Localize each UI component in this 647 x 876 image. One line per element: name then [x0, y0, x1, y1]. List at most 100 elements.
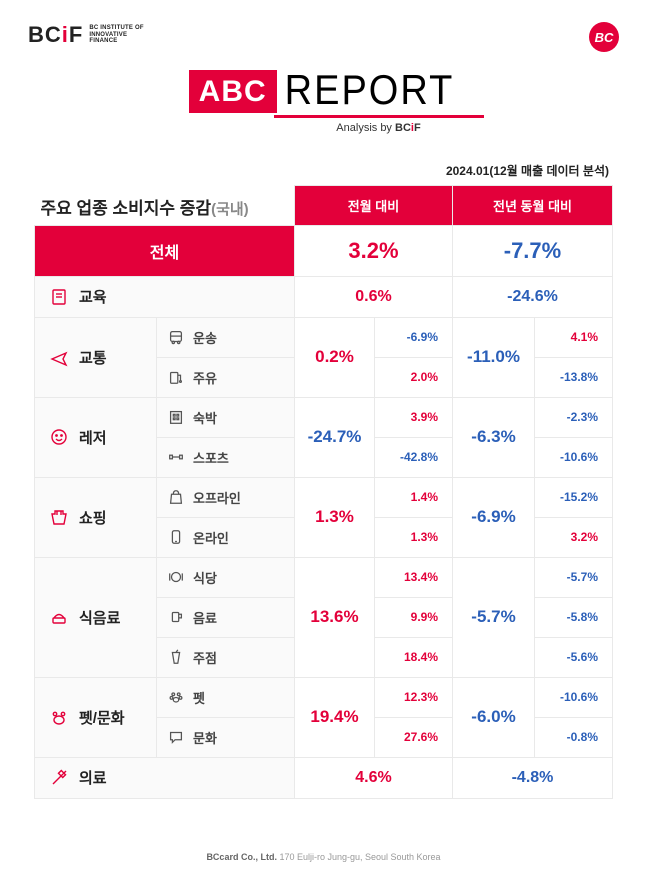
- sub-label: 펫: [193, 688, 205, 707]
- bag-icon: [167, 488, 185, 506]
- sub-cell: 펫: [157, 677, 295, 717]
- bcif-logo: BCiF BC INSTITUTE OF INNOVATIVE FINANCE: [28, 22, 144, 48]
- sub-cell: 음료: [157, 597, 295, 637]
- sub-yoy: 3.2%: [535, 517, 613, 557]
- category-cell: 쇼핑: [35, 477, 157, 557]
- sub-mom: -42.8%: [375, 437, 453, 477]
- category-label: 교육: [79, 286, 107, 307]
- report-text: REPORT: [285, 68, 459, 115]
- dumbbell-icon: [167, 448, 185, 466]
- food-icon: [49, 607, 69, 627]
- category-cell: 레저: [35, 397, 157, 477]
- sub-cell: 운송: [157, 317, 295, 357]
- bcif-wordmark: BCiF: [28, 22, 83, 48]
- category-yoy: -4.8%: [453, 757, 613, 798]
- date-line: 2024.01(12월 매출 데이터 분석): [0, 134, 647, 179]
- sub-row: 펫/문화펫19.4%12.3%-6.0%-10.6%: [35, 677, 613, 717]
- sub-row: 레저숙박-24.7%3.9%-6.3%-2.3%: [35, 397, 613, 437]
- drink-icon: [167, 648, 185, 666]
- analysis-byline: Analysis by BCiF: [336, 122, 420, 134]
- category-row: 교육 0.6% -24.6%: [35, 276, 613, 317]
- smile-icon: [49, 427, 69, 447]
- sub-yoy: -13.8%: [535, 357, 613, 397]
- sub-yoy: -2.3%: [535, 397, 613, 437]
- mobile-icon: [167, 528, 185, 546]
- header-mom: 전월 대비: [295, 186, 453, 226]
- category-yoy: -6.0%: [453, 677, 535, 757]
- sub-cell: 식당: [157, 557, 295, 597]
- category-yoy: -11.0%: [453, 317, 535, 397]
- category-mom: 13.6%: [295, 557, 375, 677]
- sub-cell: 오프라인: [157, 477, 295, 517]
- sub-label: 숙박: [193, 408, 217, 427]
- category-yoy: -5.7%: [453, 557, 535, 677]
- sub-mom: 13.4%: [375, 557, 453, 597]
- fuel-icon: [167, 368, 185, 386]
- sub-row: 쇼핑오프라인1.3%1.4%-6.9%-15.2%: [35, 477, 613, 517]
- category-cell: 의료: [35, 757, 295, 798]
- bcif-i: i: [62, 22, 69, 47]
- header-bar: BCiF BC INSTITUTE OF INNOVATIVE FINANCE …: [0, 0, 647, 52]
- abc-box: ABC: [189, 70, 277, 113]
- header-left: 주요 업종 소비지수 증감(국내): [35, 186, 295, 226]
- category-cell: 펫/문화: [35, 677, 157, 757]
- category-cell: 교통: [35, 317, 157, 397]
- sub-row: 식음료식당13.6%13.4%-5.7%-5.7%: [35, 557, 613, 597]
- bcif-f: F: [69, 22, 83, 47]
- sub-label: 음료: [193, 608, 217, 627]
- footer: BCcard Co., Ltd. 170 Eulji-ro Jung-gu, S…: [0, 852, 647, 862]
- sub-mom: 3.9%: [375, 397, 453, 437]
- total-mom: 3.2%: [295, 225, 453, 276]
- sub-mom: 9.9%: [375, 597, 453, 637]
- category-cell: 교육: [35, 276, 295, 317]
- sub-cell: 주점: [157, 637, 295, 677]
- sub-label: 스포츠: [193, 448, 229, 467]
- paw-icon: [167, 688, 185, 706]
- sub-mom: 1.3%: [375, 517, 453, 557]
- sub-mom: 12.3%: [375, 677, 453, 717]
- category-yoy: -24.6%: [453, 276, 613, 317]
- data-table: 주요 업종 소비지수 증감(국내) 전월 대비 전년 동월 대비 전체 3.2%…: [34, 185, 613, 799]
- sub-cell: 문화: [157, 717, 295, 757]
- sub-yoy: -0.8%: [535, 717, 613, 757]
- sub-cell: 주유: [157, 357, 295, 397]
- category-row: 의료 4.6% -4.8%: [35, 757, 613, 798]
- category-mom: 4.6%: [295, 757, 453, 798]
- sub-yoy: -15.2%: [535, 477, 613, 517]
- sub-mom: -6.9%: [375, 317, 453, 357]
- category-label: 레저: [79, 427, 107, 448]
- abc-report-title: ABC REPORT: [189, 70, 459, 113]
- sub-label: 운송: [193, 328, 217, 347]
- hotel-icon: [167, 408, 185, 426]
- cup-icon: [167, 608, 185, 626]
- category-yoy: -6.9%: [453, 477, 535, 557]
- category-mom: 0.6%: [295, 276, 453, 317]
- sub-yoy: -5.6%: [535, 637, 613, 677]
- total-yoy: -7.7%: [453, 225, 613, 276]
- category-label: 교통: [79, 347, 107, 368]
- title-block: ABC REPORT Analysis by BCiF: [0, 70, 647, 134]
- category-label: 의료: [79, 767, 107, 788]
- sub-yoy: 4.1%: [535, 317, 613, 357]
- category-mom: -24.7%: [295, 397, 375, 477]
- sub-cell: 온라인: [157, 517, 295, 557]
- footer-company: BCcard Co., Ltd.: [206, 852, 277, 862]
- sub-mom: 1.4%: [375, 477, 453, 517]
- category-yoy: -6.3%: [453, 397, 535, 477]
- sub-row: 교통운송0.2%-6.9%-11.0%4.1%: [35, 317, 613, 357]
- category-mom: 19.4%: [295, 677, 375, 757]
- bcif-b: BC: [28, 22, 62, 47]
- sub-mom: 2.0%: [375, 357, 453, 397]
- sub-yoy: -10.6%: [535, 677, 613, 717]
- footer-address: 170 Eulji-ro Jung-gu, Seoul South Korea: [277, 852, 441, 862]
- sub-mom: 27.6%: [375, 717, 453, 757]
- sub-yoy: -5.8%: [535, 597, 613, 637]
- sub-label: 온라인: [193, 528, 229, 547]
- bcif-subtitle: BC INSTITUTE OF INNOVATIVE FINANCE: [89, 25, 143, 45]
- total-label: 전체: [35, 225, 295, 276]
- total-row: 전체 3.2% -7.7%: [35, 225, 613, 276]
- category-label: 쇼핑: [79, 507, 107, 528]
- sub-label: 주유: [193, 368, 217, 387]
- title-underline: [274, 115, 484, 118]
- shopping-icon: [49, 507, 69, 527]
